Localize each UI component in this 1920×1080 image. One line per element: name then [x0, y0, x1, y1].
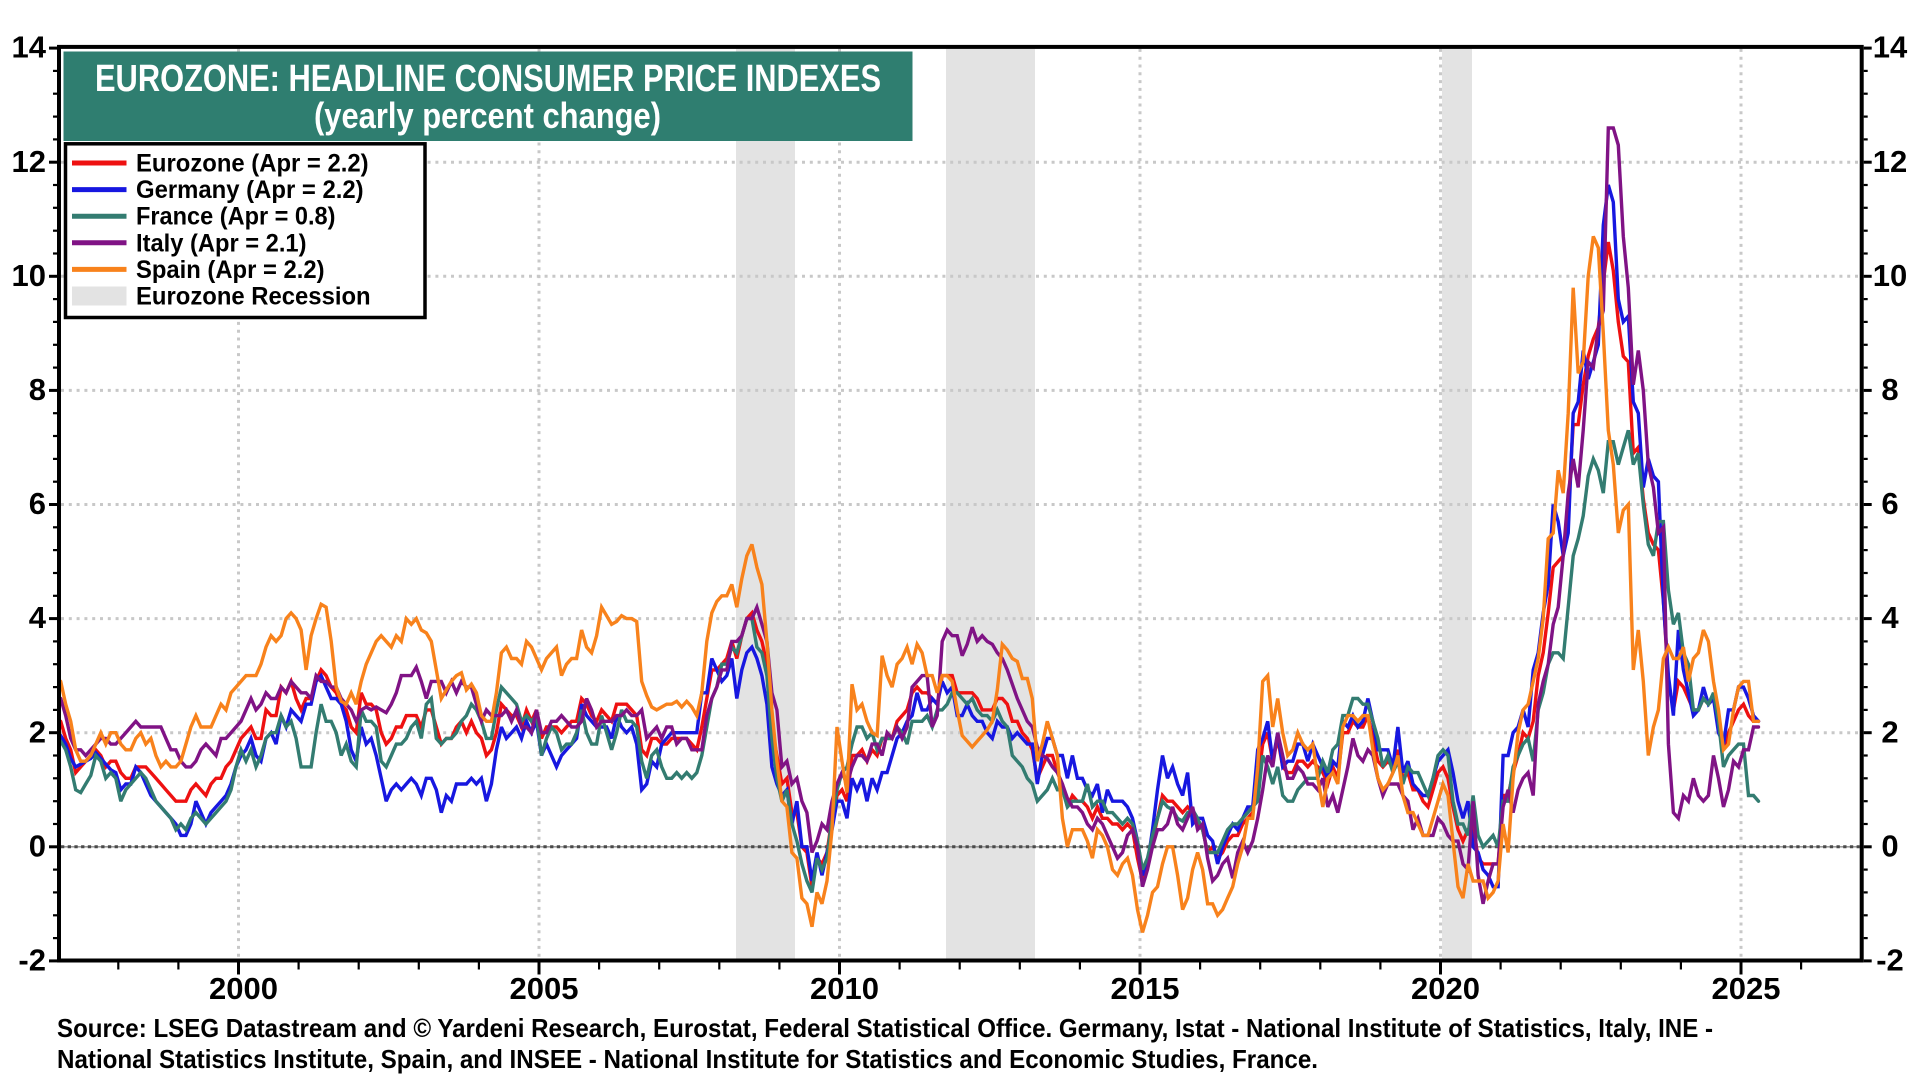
- svg-text:12: 12: [1873, 144, 1907, 179]
- svg-text:2025: 2025: [1712, 971, 1781, 1006]
- svg-text:Source: LSEG Datastream and ©: Source: LSEG Datastream and © Yardeni Re…: [57, 1013, 1713, 1043]
- svg-text:2: 2: [1881, 714, 1898, 749]
- svg-text:Spain (Apr = 2.2): Spain (Apr = 2.2): [136, 256, 325, 284]
- svg-text:2005: 2005: [510, 971, 579, 1006]
- svg-text:-2: -2: [18, 943, 46, 978]
- svg-text:National Statistics Institute,: National Statistics Institute, Spain, an…: [57, 1044, 1318, 1074]
- svg-text:(yearly percent change): (yearly percent change): [314, 95, 661, 136]
- svg-text:2: 2: [29, 714, 46, 749]
- svg-text:10: 10: [1873, 258, 1907, 293]
- svg-text:Eurozone (Apr = 2.2): Eurozone (Apr = 2.2): [136, 150, 369, 178]
- svg-text:0: 0: [29, 828, 46, 863]
- svg-text:8: 8: [1881, 372, 1898, 407]
- svg-text:-2: -2: [1876, 943, 1904, 978]
- svg-text:0: 0: [1881, 828, 1898, 863]
- svg-text:Germany (Apr = 2.2): Germany (Apr = 2.2): [136, 176, 364, 204]
- svg-text:8: 8: [29, 372, 46, 407]
- svg-text:12: 12: [12, 144, 46, 179]
- svg-text:14: 14: [1873, 30, 1908, 65]
- svg-text:EUROZONE: HEADLINE CONSUMER PR: EUROZONE: HEADLINE CONSUMER PRICE INDEXE…: [95, 58, 881, 100]
- svg-text:2020: 2020: [1411, 971, 1480, 1006]
- svg-text:4: 4: [29, 600, 47, 635]
- svg-text:6: 6: [29, 486, 46, 521]
- svg-text:4: 4: [1881, 600, 1899, 635]
- svg-text:2010: 2010: [810, 971, 879, 1006]
- svg-text:Italy (Apr = 2.1): Italy (Apr = 2.1): [136, 229, 307, 257]
- svg-text:Eurozone Recession: Eurozone Recession: [136, 283, 371, 311]
- svg-text:6: 6: [1881, 486, 1898, 521]
- svg-text:2000: 2000: [209, 971, 278, 1006]
- svg-text:France (Apr = 0.8): France (Apr = 0.8): [136, 203, 336, 231]
- svg-text:2015: 2015: [1111, 971, 1180, 1006]
- svg-text:14: 14: [12, 30, 47, 65]
- svg-text:10: 10: [12, 258, 46, 293]
